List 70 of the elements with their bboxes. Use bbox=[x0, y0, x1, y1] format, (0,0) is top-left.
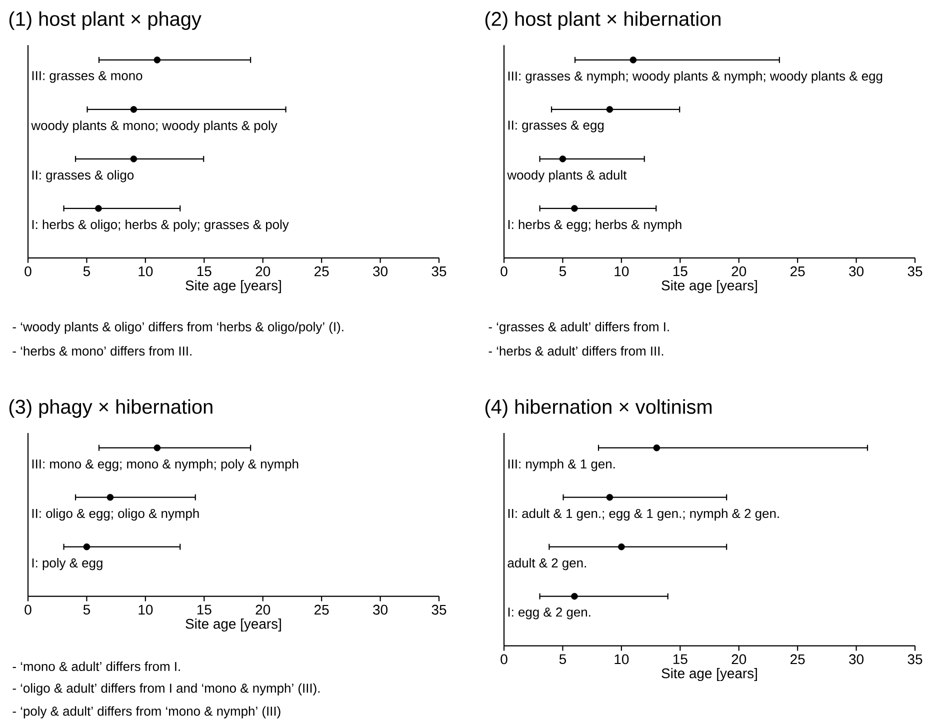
x-tick-label: 5 bbox=[83, 604, 90, 615]
chart-title: (4) hibernation × voltinism bbox=[485, 399, 712, 418]
point bbox=[630, 56, 637, 64]
x-tick-label: 20 bbox=[732, 266, 746, 276]
point bbox=[606, 494, 614, 501]
y-tick-label: I: herbs & oligo; herbs & poly; grasses & poly bbox=[32, 220, 289, 232]
x-tick-label: 15 bbox=[197, 604, 212, 615]
y-tick-label: woody plants & adult bbox=[507, 170, 627, 182]
y-tick-label: adult & 2 gen. bbox=[508, 558, 586, 570]
x-tick-label: 25 bbox=[314, 266, 329, 276]
x-tick-label: 25 bbox=[790, 266, 805, 276]
x-tick-label: 10 bbox=[138, 604, 153, 615]
chart-title: (1) host plant × phagy bbox=[9, 11, 202, 30]
text: - ‘oligo & adult’ differs from I and ‘mono & nymph’ (III). bbox=[12, 683, 320, 696]
x-tick-label: 30 bbox=[849, 266, 864, 276]
point bbox=[559, 156, 566, 162]
point bbox=[653, 444, 660, 452]
x-axis-title: Site age [years] bbox=[662, 280, 757, 294]
point bbox=[571, 592, 578, 600]
x-tick-label: 25 bbox=[314, 604, 329, 615]
text: - ‘grasses & adult’ differs from I. bbox=[488, 322, 669, 334]
x-tick-label: 0 bbox=[24, 604, 32, 615]
text: - ‘herbs & mono’ differs from III. bbox=[12, 346, 192, 356]
chart-title: (2) host plant × hibernation bbox=[485, 11, 720, 30]
chart-title: (3) phagy × hibernation bbox=[9, 399, 212, 418]
x-tick-label: 35 bbox=[908, 266, 922, 276]
x-tick-label: 25 bbox=[790, 654, 805, 664]
x-tick-label: 10 bbox=[138, 266, 153, 276]
point bbox=[571, 205, 578, 212]
text: - ‘woody plants & oligo’ differs from ‘herbs & oligo/poly’ (I). bbox=[12, 322, 344, 334]
x-axis-title: Site age [years] bbox=[186, 280, 281, 294]
x-tick-label: 0 bbox=[500, 654, 508, 664]
y-tick-label: III: nymph & 1 gen. bbox=[508, 459, 615, 472]
x-tick-label: 15 bbox=[673, 266, 688, 276]
point bbox=[606, 106, 614, 113]
x-tick-label: 15 bbox=[673, 654, 688, 664]
y-tick-label: I: poly & egg bbox=[32, 558, 102, 570]
x-tick-label: 30 bbox=[849, 654, 864, 664]
x-tick-label: 35 bbox=[432, 604, 446, 615]
x-tick-label: 5 bbox=[559, 654, 566, 664]
y-tick-label: II: grasses & egg bbox=[508, 120, 604, 132]
y-tick-label: III: grasses & nymph; woody plants & nymph; woody plants & egg bbox=[508, 71, 882, 84]
x-tick-label: 0 bbox=[24, 266, 32, 276]
point bbox=[618, 543, 625, 550]
y-tick-label: II: grasses & oligo bbox=[32, 170, 134, 182]
x-tick-label: 10 bbox=[614, 654, 629, 664]
x-tick-label: 5 bbox=[83, 266, 90, 276]
x-tick-label: 30 bbox=[373, 266, 388, 276]
y-tick-label: III: mono & egg; mono & nymph; poly & nymph bbox=[32, 459, 298, 472]
text: - ‘herbs & adult’ differs from III. bbox=[488, 346, 664, 356]
x-tick-label: 20 bbox=[256, 604, 270, 615]
y-tick-label: III: grasses & mono bbox=[32, 71, 142, 83]
x-tick-label: 20 bbox=[732, 654, 746, 664]
x-tick-label: 35 bbox=[908, 654, 922, 664]
y-tick-label: woody plants & mono; woody plants & poly bbox=[31, 120, 278, 133]
text: - ‘poly & adult’ differs from ‘mono & nymph’ (III) bbox=[12, 706, 280, 718]
y-tick-label: II: oligo & egg; oligo & nymph bbox=[32, 508, 199, 521]
x-tick-label: 30 bbox=[373, 604, 388, 615]
x-tick-label: 0 bbox=[500, 266, 508, 276]
x-tick-label: 10 bbox=[614, 266, 629, 276]
x-tick-label: 15 bbox=[197, 266, 212, 276]
y-tick-label: I: herbs & egg; herbs & nymph bbox=[508, 220, 682, 232]
text: - ‘mono & adult’ differs from I. bbox=[12, 662, 180, 672]
x-axis-title: Site age [years] bbox=[186, 618, 281, 632]
x-tick-label: 5 bbox=[559, 266, 566, 276]
y-tick-label: II: adult & 1 gen.; egg & 1 gen.; nymph & 2 gen. bbox=[508, 508, 779, 521]
x-tick-label: 35 bbox=[432, 266, 446, 276]
y-tick-label: I: egg & 2 gen. bbox=[508, 608, 590, 620]
x-tick-label: 20 bbox=[256, 266, 270, 276]
x-axis-title: Site age [years] bbox=[662, 668, 757, 682]
